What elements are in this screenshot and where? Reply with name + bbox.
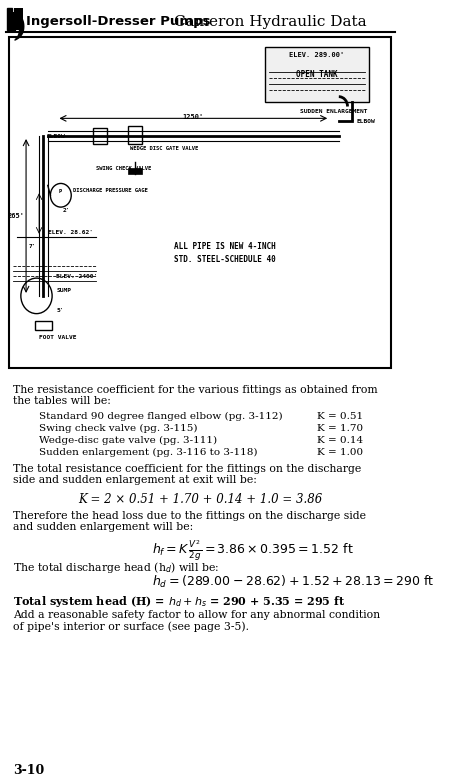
Text: ): ) <box>12 12 27 43</box>
Text: 2': 2' <box>63 208 70 212</box>
Bar <box>128 126 142 144</box>
Bar <box>265 47 369 102</box>
Text: K = 0.51: K = 0.51 <box>317 412 363 421</box>
Text: P: P <box>58 189 61 194</box>
Text: 265': 265' <box>7 213 24 219</box>
Text: ALL PIPE IS NEW 4-INCH: ALL PIPE IS NEW 4-INCH <box>174 242 276 251</box>
Text: Standard 90 degree flanged elbow (pg. 3-112): Standard 90 degree flanged elbow (pg. 3-… <box>39 412 283 422</box>
Text: ELEV. 28.62': ELEV. 28.62' <box>48 230 93 235</box>
Text: I: I <box>7 12 20 39</box>
Text: Sudden enlargement (pg. 3-116 to 3-118): Sudden enlargement (pg. 3-116 to 3-118) <box>39 448 258 457</box>
Text: ELEV. 2400': ELEV. 2400' <box>56 274 98 279</box>
Text: SWING CHECK VALVE: SWING CHECK VALVE <box>95 166 151 170</box>
Text: The resistance coefficient for the various fittings as obtained from
the tables : The resistance coefficient for the vario… <box>13 384 378 406</box>
Text: Ingersoll-Dresser Pumps: Ingersoll-Dresser Pumps <box>26 15 211 28</box>
Text: ELEV. 289.00': ELEV. 289.00' <box>290 52 345 58</box>
Text: Cameron Hydraulic Data: Cameron Hydraulic Data <box>174 15 366 29</box>
Text: Swing check valve (pg. 3-115): Swing check valve (pg. 3-115) <box>39 424 198 433</box>
Text: K = 0.14: K = 0.14 <box>317 436 363 445</box>
Text: STD. STEEL-SCHEDULE 40: STD. STEEL-SCHEDULE 40 <box>174 255 276 264</box>
Text: SUMP: SUMP <box>56 289 71 293</box>
Text: WEDGE DISC GATE VALVE: WEDGE DISC GATE VALVE <box>130 146 199 151</box>
Bar <box>14 8 23 30</box>
Bar <box>93 128 107 144</box>
Text: 3-10: 3-10 <box>13 764 44 777</box>
Text: DISCHARGE PRESSURE GAGE: DISCHARGE PRESSURE GAGE <box>73 187 148 193</box>
Text: $h_f = K\,\frac{V^2}{2g} = 3.86 \times 0.395 = 1.52\ \mathrm{ft}$: $h_f = K\,\frac{V^2}{2g} = 3.86 \times 0… <box>152 538 354 562</box>
Text: Therefore the head loss due to the fittings on the discharge side
and sudden enl: Therefore the head loss due to the fitti… <box>13 511 366 532</box>
Text: OPEN TANK: OPEN TANK <box>296 71 338 79</box>
Text: ELBOW: ELBOW <box>356 119 375 124</box>
Bar <box>9 37 391 368</box>
Text: The total resistance coefficient for the fittings on the discharge
side and sudd: The total resistance coefficient for the… <box>13 464 361 485</box>
Bar <box>35 321 52 331</box>
Text: Total system head (H) = $h_d + h_s$ = 290 + 5.35 = 295 ft: Total system head (H) = $h_d + h_s$ = 29… <box>13 594 345 608</box>
Text: Wedge-disc gate valve (pg. 3-111): Wedge-disc gate valve (pg. 3-111) <box>39 436 217 445</box>
Text: 5': 5' <box>56 308 64 314</box>
Text: FOOT VALVE: FOOT VALVE <box>39 335 77 340</box>
Text: $h_d = (289.00 - 28.62) + 1.52 + 28.13 = 290\ \mathrm{ft}$: $h_d = (289.00 - 28.62) + 1.52 + 28.13 =… <box>152 574 434 590</box>
Text: K = 1.00: K = 1.00 <box>317 448 363 457</box>
Text: K = 2 × 0.51 + 1.70 + 0.14 + 1.0 = 3.86: K = 2 × 0.51 + 1.70 + 0.14 + 1.0 = 3.86 <box>78 493 322 506</box>
Text: The total discharge head (h$_d$) will be:: The total discharge head (h$_d$) will be… <box>13 560 219 575</box>
Circle shape <box>21 278 52 314</box>
Text: 1250': 1250' <box>183 114 204 121</box>
Circle shape <box>50 184 71 207</box>
Bar <box>128 168 142 173</box>
Text: Add a reasonable safety factor to allow for any abnormal condition
of pipe's int: Add a reasonable safety factor to allow … <box>13 609 380 632</box>
Text: ELBOW: ELBOW <box>46 134 65 139</box>
Text: 7': 7' <box>29 244 36 249</box>
Text: K = 1.70: K = 1.70 <box>317 424 363 433</box>
Text: SUDDEN ENLARGEMENT: SUDDEN ENLARGEMENT <box>300 110 367 114</box>
Bar <box>7 8 12 30</box>
